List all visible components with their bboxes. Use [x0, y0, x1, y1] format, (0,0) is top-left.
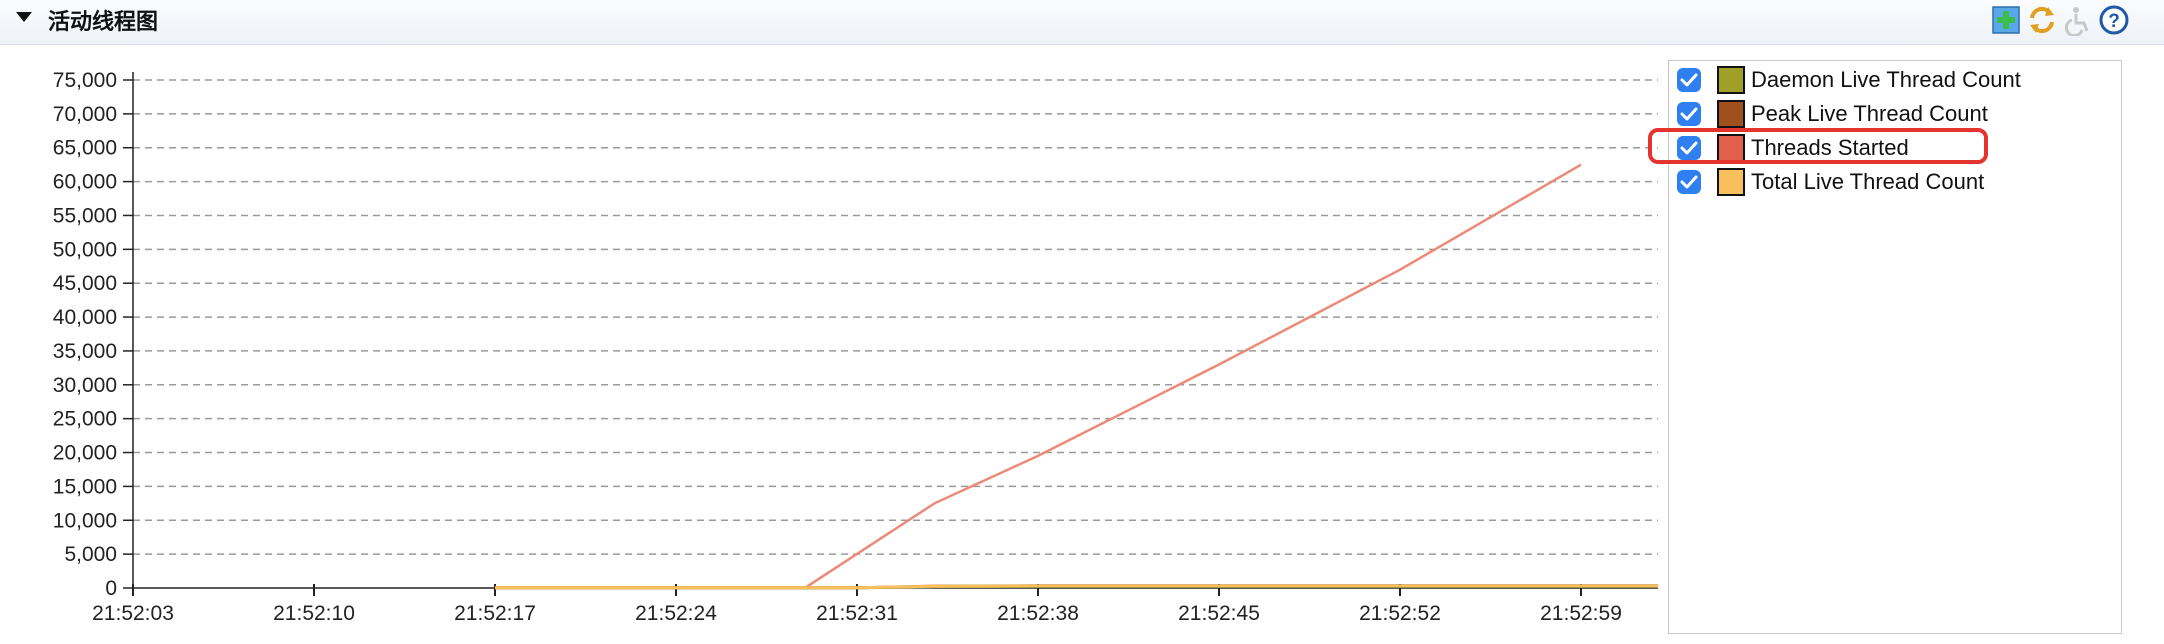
x-tick-label: 21:52:31 — [816, 602, 898, 625]
help-icon[interactable]: ? — [2098, 4, 2130, 36]
y-tick-label: 0 — [105, 577, 117, 600]
y-tick-label: 65,000 — [53, 137, 117, 160]
legend-label: Daemon Live Thread Count — [1751, 67, 2021, 92]
y-tick-label: 60,000 — [53, 171, 117, 194]
y-tick-label: 75,000 — [53, 69, 117, 92]
legend-label: Total Live Thread Count — [1751, 169, 1985, 194]
y-tick-label: 45,000 — [53, 272, 117, 295]
y-tick-label: 35,000 — [53, 340, 117, 363]
panel-header: 活动线程图 ? — [0, 0, 2164, 45]
legend-item-daemon-live-thread-count[interactable]: Daemon Live Thread Count — [1669, 63, 2121, 97]
legend-swatch — [1717, 66, 1745, 94]
legend-label: Threads Started — [1751, 135, 1909, 160]
x-tick-label: 21:52:59 — [1540, 602, 1622, 625]
y-tick-label: 10,000 — [53, 509, 117, 532]
legend-item-threads-started[interactable]: Threads Started — [1669, 131, 2121, 165]
thread-chart-svg: 0 5,000 10,000 15,000 20,000 25,000 30,000 35,0… — [53, 69, 1658, 625]
legend-panel: Daemon Live Thread Count Peak Live Threa… — [1668, 60, 2122, 634]
legend-swatch — [1717, 134, 1745, 162]
legend-item-peak-live-thread-count[interactable]: Peak Live Thread Count — [1669, 97, 2121, 131]
x-tick-label: 21:52:17 — [454, 602, 536, 625]
series-line-total-live-thread-count — [495, 584, 1658, 590]
legend-swatch — [1717, 100, 1745, 128]
y-tick-label: 70,000 — [53, 103, 117, 126]
y-tick-label: 15,000 — [53, 475, 117, 498]
collapse-arrow-icon[interactable] — [16, 12, 32, 22]
panel-title: 活动线程图 — [48, 9, 159, 34]
legend-label: Peak Live Thread Count — [1751, 101, 1988, 126]
checkbox-checked-icon[interactable] — [1677, 102, 1701, 126]
y-tick-label: 20,000 — [53, 442, 117, 465]
refresh-icon[interactable] — [2026, 4, 2058, 36]
checkbox-checked-icon[interactable] — [1677, 170, 1701, 194]
highlight-annotation — [1648, 128, 1988, 164]
series-line-threads-started — [495, 163, 1582, 590]
y-tick-label: 40,000 — [53, 306, 117, 329]
thread-chart: 0 5,000 10,000 15,000 20,000 25,000 30,000 35,0… — [0, 44, 1660, 644]
x-tick-label: 21:52:52 — [1359, 602, 1441, 625]
y-tick-label: 25,000 — [53, 408, 117, 431]
checkbox-checked-icon[interactable] — [1677, 68, 1701, 92]
x-tick-label: 21:52:45 — [1178, 602, 1260, 625]
x-tick-label: 21:52:10 — [273, 602, 355, 625]
accessibility-icon[interactable] — [2062, 4, 2094, 36]
x-tick-label: 21:52:24 — [635, 602, 717, 625]
checkbox-checked-icon[interactable] — [1677, 136, 1701, 160]
svg-text:?: ? — [2108, 11, 2120, 32]
legend-swatch — [1717, 168, 1745, 196]
y-tick-label: 30,000 — [53, 374, 117, 397]
x-tick-label: 21:52:38 — [997, 602, 1079, 625]
add-chart-icon[interactable] — [1990, 4, 2022, 36]
y-tick-label: 50,000 — [53, 238, 117, 261]
x-tick-label: 21:52:03 — [92, 602, 174, 625]
legend-item-total-live-thread-count[interactable]: Total Live Thread Count — [1669, 165, 2121, 199]
y-tick-label: 55,000 — [53, 204, 117, 227]
y-tick-label: 5,000 — [64, 543, 117, 566]
